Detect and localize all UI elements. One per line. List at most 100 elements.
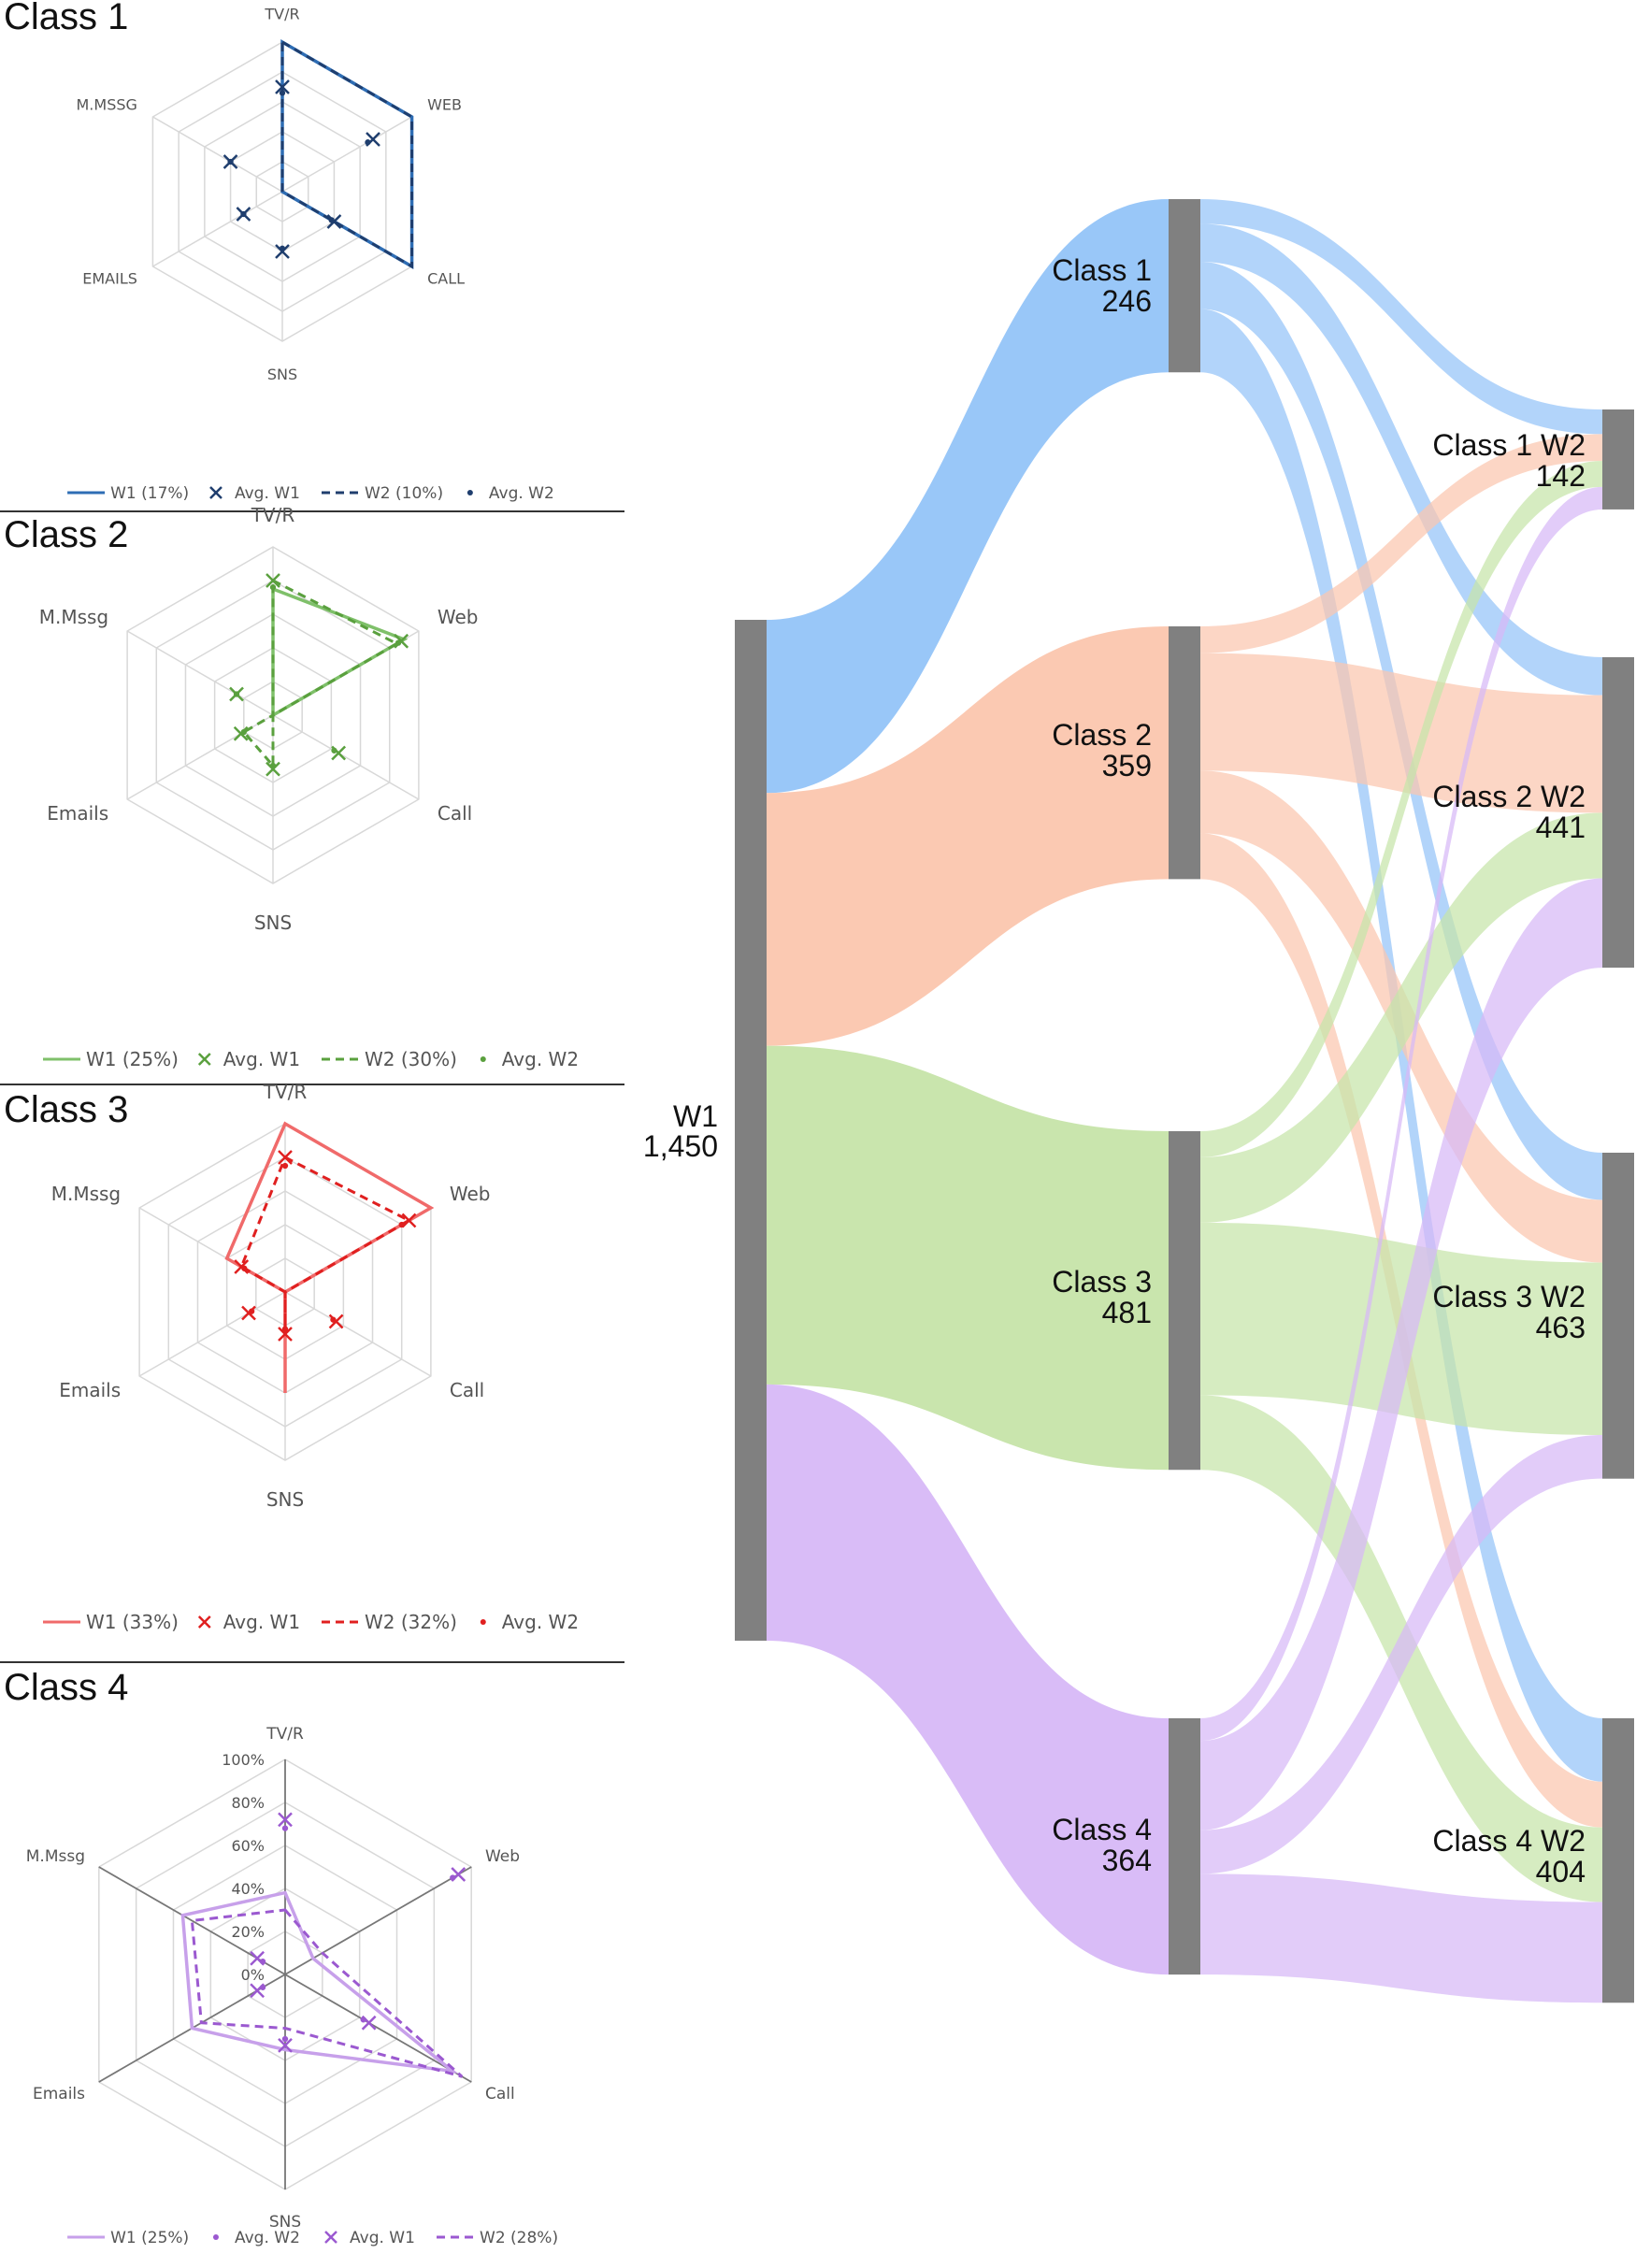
sankey-node-class	[1169, 626, 1200, 880]
sankey-label-value: 246	[1102, 284, 1152, 318]
radar-spoke	[152, 191, 283, 267]
legend-swatch-marker	[197, 1053, 211, 1066]
sankey-flow-transition	[1200, 833, 1602, 1828]
avg-marker-x	[278, 1327, 293, 1342]
sankey-label-value: 1,450	[643, 1129, 718, 1163]
sankey-label-value: 364	[1102, 1844, 1152, 1877]
sankey-label-name: Class 2	[1052, 718, 1152, 752]
radar-tick-label: 20%	[231, 1923, 265, 1941]
sankey-node-w2	[1602, 657, 1634, 969]
radar-axis-label: TV/R	[264, 6, 299, 23]
radar-spoke	[152, 116, 283, 193]
radar-tick-label: 60%	[231, 1837, 265, 1855]
avg-marker-x	[326, 214, 342, 229]
avg-marker-x	[328, 1313, 344, 1329]
avg-marker-x	[275, 79, 290, 94]
radar-axis-label: SNS	[269, 2213, 301, 2232]
radar-spoke	[272, 714, 420, 800]
avg-marker-dot	[398, 1221, 405, 1228]
avg-marker-dot	[248, 1308, 255, 1314]
radar-tick-label: 100%	[222, 1751, 265, 1769]
sankey-flow-transition	[1200, 1873, 1602, 2003]
avg-marker-group	[227, 90, 371, 251]
radar-axis-label: Web	[485, 1847, 520, 1866]
avg-marker-dot	[480, 1619, 486, 1625]
radar-series-line	[239, 1155, 412, 1334]
avg-marker-x	[250, 1983, 265, 1999]
legend-swatch-marker	[209, 486, 222, 499]
avg-marker-dot	[227, 158, 234, 165]
avg-marker-x	[278, 2038, 293, 2053]
sankey-flow-transition	[1200, 1395, 1602, 1902]
radar-panel-class3: Class 3 TV/R Web Call SNS Emails M.Mssg W1 (33…	[0, 1081, 624, 1661]
sankey-label-value: 404	[1536, 1855, 1586, 1888]
legend-entry: W1 (17%)	[110, 484, 189, 503]
panel-title: Class 1	[4, 0, 129, 37]
avg-marker-x	[278, 1150, 293, 1165]
legend-entry: Avg. W1	[223, 1048, 300, 1070]
sankey-node-w1	[735, 620, 767, 1641]
avg-marker-dot	[212, 2234, 219, 2240]
panel-title: Class 4	[4, 1667, 129, 1708]
sankey-flow-source	[767, 1045, 1169, 1471]
radar-axis-label: CALL	[427, 270, 465, 288]
sankey-node-class	[1169, 199, 1200, 373]
panel-title: Class 3	[4, 1089, 129, 1130]
avg-marker-x	[275, 244, 290, 259]
radar-chart-class2: TV/R Web Call SNS Emails M.Mssg W1 (25%) Avg. W…	[39, 504, 579, 1070]
radar-spoke	[126, 630, 274, 716]
avg-marker-x	[265, 573, 280, 588]
sankey-flow-source	[767, 199, 1169, 794]
radar-axis-label: M.Mssg	[26, 1847, 85, 1866]
avg-marker-dot	[233, 691, 240, 697]
radar-axis-label: TV/R	[265, 1725, 304, 1744]
sankey-label-name: Class 3 W2	[1432, 1280, 1586, 1313]
radar-tick-label: 40%	[231, 1880, 265, 1898]
sankey-label-value: 441	[1536, 811, 1586, 844]
sankey-flow-transition	[1200, 1222, 1602, 1435]
radar-axis-label: SNS	[266, 1488, 304, 1511]
avg-marker-x	[197, 1615, 211, 1629]
avg-marker-group	[233, 584, 402, 769]
legend-entry: W1 (25%)	[110, 2229, 189, 2247]
legend-entry: Avg. W1	[235, 484, 300, 503]
avg-marker-dot	[331, 747, 337, 754]
avg-marker-dot	[328, 217, 335, 223]
radar-axis-label: Web	[450, 1183, 491, 1205]
avg-marker-x	[451, 1867, 466, 1882]
radar-axis-label: Emails	[59, 1379, 121, 1401]
radar-axis-label: EMAILS	[82, 270, 137, 288]
sankey-flow-transition	[1200, 309, 1602, 1782]
avg-marker-dot	[240, 210, 247, 218]
sankey-label-name: Class 2 W2	[1432, 780, 1586, 813]
avg-marker-x	[394, 633, 409, 649]
panel-title: Class 2	[4, 514, 129, 555]
legend-entry: W2 (32%)	[365, 1611, 457, 1633]
sankey-node-class	[1169, 1131, 1200, 1471]
legend-swatch-marker	[480, 1619, 486, 1625]
avg-marker-dot	[240, 728, 247, 736]
sankey-flow-transition	[1200, 653, 1602, 813]
avg-marker-dot	[281, 1326, 289, 1332]
avg-marker-dot	[281, 2035, 289, 2043]
legend-entry: W1 (25%)	[86, 1048, 179, 1070]
radar-series-line	[224, 1121, 435, 1393]
radar-axis-label: TV/R	[263, 1081, 308, 1103]
radar-axis-label: M.Mssg	[39, 606, 108, 628]
sankey-flow-transition	[1200, 1434, 1602, 1874]
legend-entry: W2 (28%)	[480, 2229, 558, 2247]
avg-marker-dot	[466, 490, 473, 495]
radar-axis-label: SNS	[254, 912, 292, 934]
sankey-flow-transition	[1200, 770, 1602, 1263]
avg-marker-dot	[480, 1056, 486, 1062]
sankey-flow-transition	[1200, 486, 1602, 1742]
avg-marker-x	[209, 486, 222, 499]
radar-series-line	[190, 1908, 464, 2078]
sankey-flow-transition	[1200, 223, 1602, 696]
legend-swatch-marker	[197, 1615, 211, 1629]
sankey-node-class	[1169, 1718, 1200, 1975]
avg-marker-x	[250, 1950, 265, 1966]
radar-tick-label: 0%	[241, 1966, 265, 1984]
sankey-label-name: Class 1 W2	[1432, 428, 1586, 462]
radar-spoke	[284, 1974, 472, 2083]
